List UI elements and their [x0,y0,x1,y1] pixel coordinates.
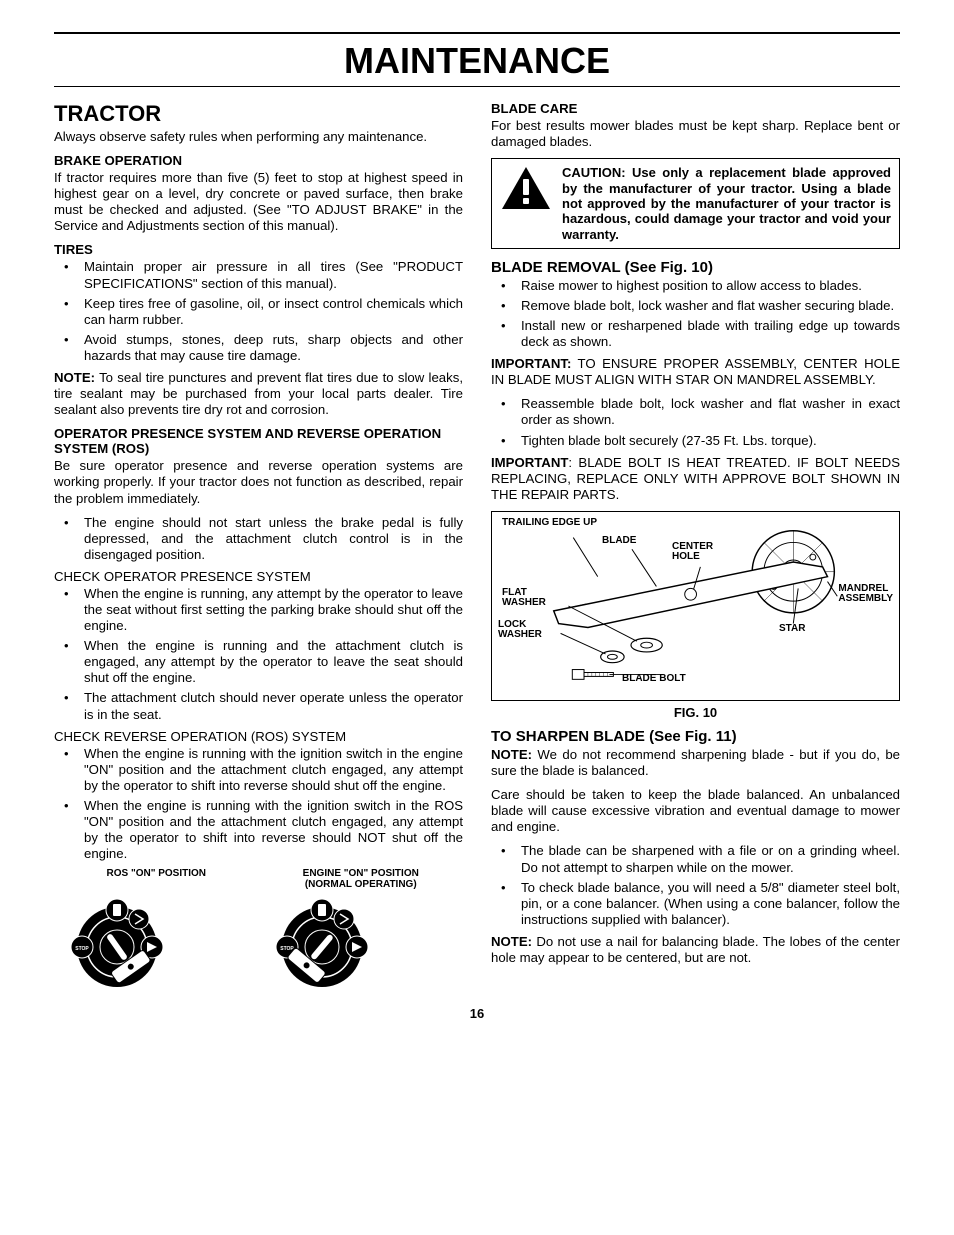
list-item: When the engine is running with the igni… [54,746,463,794]
removal-important-1: IMPORTANT: TO ENSURE PROPER ASSEMBLY, CE… [491,356,900,388]
check-ops-head: CHECK OPERATOR PRESENCE SYSTEM [54,569,463,584]
list-item: Remove blade bolt, lock washer and flat … [491,298,900,314]
list-item: To check blade balance, you will need a … [491,880,900,928]
fig-label-blade: BLADE [602,536,636,547]
tractor-heading: TRACTOR [54,101,463,127]
list-item: The attachment clutch should never opera… [54,690,463,722]
ros-intro-list: The engine should not start unless the b… [54,515,463,563]
ros-head: OPERATOR PRESENCE SYSTEM AND REVERSE OPE… [54,426,463,456]
list-item: Raise mower to highest position to allow… [491,278,900,294]
fig-label-bolt: BLADE BOLT [622,674,686,685]
title-underline [54,86,900,87]
switch-left-label: ROS "ON" POSITION [62,868,250,892]
tires-list: Maintain proper air pressure in all tire… [54,259,463,364]
sharpen-note-1: NOTE: We do not recommend sharpening bla… [491,747,900,779]
tires-head: TIRES [54,242,463,257]
warning-triangle-icon [500,165,552,211]
list-item: The blade can be sharpened with a file o… [491,843,900,875]
sharpen-note-2: NOTE: Do not use a nail for balancing bl… [491,934,900,966]
check-ops-list: When the engine is running, any attempt … [54,586,463,723]
ros-intro: Be sure operator presence and reverse op… [54,458,463,506]
switch-right-col: ENGINE "ON" POSITION(NORMAL OPERATING) S… [267,868,455,992]
list-item: The engine should not start unless the b… [54,515,463,563]
list-item: When the engine is running and the attac… [54,638,463,686]
note-body: Do not use a nail for balancing blade. T… [491,934,900,965]
switch-left-col: ROS "ON" POSITION STOP [62,868,250,992]
switch-diagram-row: ROS "ON" POSITION STOP [54,868,463,992]
fig-label-center: CENTER HOLE [672,542,713,563]
removal-important-2: IMPORTANT: BLADE BOLT IS HEAT TREATED. I… [491,455,900,503]
removal-list-2: Reassemble blade bolt, lock washer and f… [491,396,900,448]
important-label: IMPORTANT [491,455,568,470]
page-number: 16 [54,1006,900,1021]
important-label: IMPORTANT: [491,356,571,371]
ignition-switch-ros-icon: STOP [62,892,172,992]
check-ros-head: CHECK REVERSE OPERATION (ROS) SYSTEM [54,729,463,744]
list-item: Reassemble blade bolt, lock washer and f… [491,396,900,428]
caution-text: CAUTION: Use only a replacement blade ap… [562,165,891,242]
top-rule [54,32,900,34]
sharpen-para: Care should be taken to keep the blade b… [491,787,900,835]
note-label: NOTE: [491,934,532,949]
removal-list-1: Raise mower to highest position to allow… [491,278,900,350]
switch-right-label-l1: ENGINE "ON" POSITION [303,868,419,879]
fig-label-mandrel: MANDREL ASSEMBLY [838,584,893,605]
list-item: When the engine is running, any attempt … [54,586,463,634]
figure-10-box: TRAILING EDGE UP BLADE CENTER HOLE FLAT … [491,511,900,701]
list-item: Tighten blade bolt securely (27-35 Ft. L… [491,433,900,449]
note-body: To seal tire punctures and prevent flat … [54,370,463,417]
note-body: We do not recommend sharpening blade - b… [491,747,900,778]
left-column: TRACTOR Always observe safety rules when… [54,101,463,992]
list-item: When the engine is running with the igni… [54,798,463,862]
list-item: Install new or resharpened blade with tr… [491,318,900,350]
blade-care-body: For best results mower blades must be ke… [491,118,900,150]
list-item: Keep tires free of gasoline, oil, or ins… [54,296,463,328]
brake-head: BRAKE OPERATION [54,153,463,168]
fig-label-lock: LOCK WASHER [498,620,542,641]
right-column: BLADE CARE For best results mower blades… [491,101,900,992]
brake-body: If tractor requires more than five (5) f… [54,170,463,234]
note-label: NOTE: [491,747,532,762]
note-label: NOTE: [54,370,95,385]
blade-removal-head: BLADE REMOVAL (See Fig. 10) [491,259,900,276]
sharpen-list: The blade can be sharpened with a file o… [491,843,900,927]
fig-label-flat: FLAT WASHER [502,588,546,609]
fig-label-star: STAR [779,624,805,635]
blade-care-head: BLADE CARE [491,101,900,116]
two-column-layout: TRACTOR Always observe safety rules when… [54,101,900,992]
switch-right-label-l2: (NORMAL OPERATING) [305,879,417,890]
check-ros-list: When the engine is running with the igni… [54,746,463,863]
fig-label-trailing: TRAILING EDGE UP [502,518,597,529]
list-item: Avoid stumps, stones, deep ruts, sharp o… [54,332,463,364]
sharpen-head: TO SHARPEN BLADE (See Fig. 11) [491,728,900,745]
page-title: MAINTENANCE [54,40,900,82]
tractor-intro: Always observe safety rules when perform… [54,129,463,145]
ignition-switch-engine-icon: STOP [267,892,377,992]
caution-box: CAUTION: Use only a replacement blade ap… [491,158,900,249]
tires-note: NOTE: To seal tire punctures and prevent… [54,370,463,418]
list-item: Maintain proper air pressure in all tire… [54,259,463,291]
svg-text:STOP: STOP [75,946,89,952]
switch-right-label: ENGINE "ON" POSITION(NORMAL OPERATING) [267,868,455,892]
fig-10-caption: FIG. 10 [491,705,900,720]
